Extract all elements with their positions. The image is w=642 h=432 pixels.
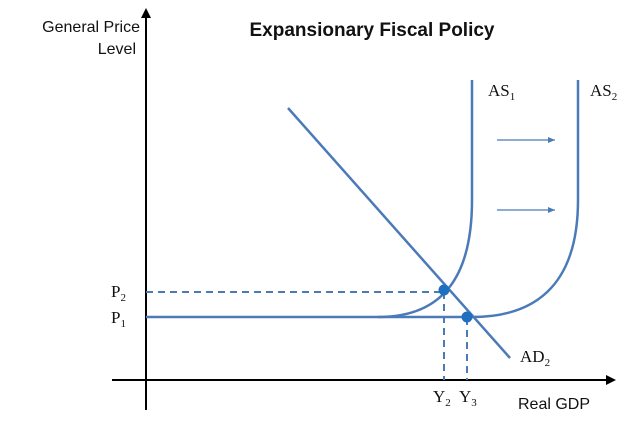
as2-curve [378,80,580,319]
as1-curve [146,80,474,319]
y-axis-label-line2: Level [98,41,136,58]
y-axis-label-line1: General Price [42,19,140,36]
equilibrium-point-p2-y2 [438,284,450,296]
diagram-title: Expansionary Fiscal Policy [250,20,495,41]
y3-tick-label: Y3 [459,387,477,409]
equilibrium-point-p1-y3 [461,311,473,323]
p2-tick-label: P2 [111,282,126,304]
as2-label: AS2 [590,81,617,103]
ad2-curve [287,107,511,359]
y2-tick-label: Y2 [433,387,451,409]
x-axis-label: Real GDP [518,396,590,413]
as1-label: AS1 [488,81,515,103]
ad2-label: AD2 [520,347,550,369]
p1-tick-label: P1 [111,308,126,330]
